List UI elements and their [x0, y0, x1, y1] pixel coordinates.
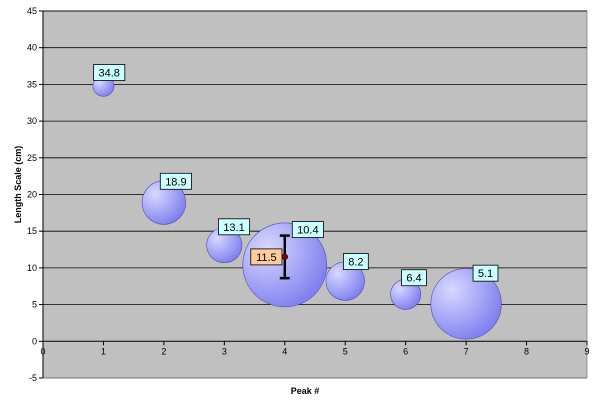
data-labels: 34.8 18.9 13.1 10.4 8.2 6.4 5.1 — [93, 64, 499, 287]
data-label-text: 13.1 — [223, 222, 244, 234]
y-tick-label: 5 — [32, 300, 37, 310]
y-axis-title: Length Scale (cm) — [13, 146, 23, 224]
y-tick-label: 10 — [27, 263, 37, 273]
data-label-box — [291, 221, 324, 238]
mean-marker-group: 11.5 — [250, 234, 290, 280]
data-label: 13.1 — [218, 218, 251, 236]
data-label-box — [472, 264, 499, 282]
data-label: 6.4 — [401, 269, 427, 287]
data-label: 5.1 — [472, 264, 499, 282]
x-axis-title: Peak # — [291, 386, 320, 396]
y-tick-label: 45 — [27, 6, 37, 16]
data-label: 18.9 — [159, 172, 192, 190]
x-tick-label: 2 — [161, 346, 166, 356]
data-label-box — [93, 64, 126, 81]
y-tick-label: 40 — [27, 43, 37, 53]
data-label-box — [342, 253, 369, 270]
data-label-text: 8.2 — [348, 257, 363, 269]
x-tick-label: 3 — [222, 346, 227, 356]
data-label-text: 5.1 — [478, 268, 493, 280]
x-tick-label: 4 — [282, 346, 287, 356]
data-label-text: 10.4 — [297, 225, 318, 237]
mean-label: 11.5 — [250, 248, 283, 266]
data-label-box — [218, 218, 251, 236]
y-tick-label: -5 — [29, 373, 37, 383]
data-label-text: 6.4 — [406, 273, 421, 285]
y-tick-label: 0 — [32, 336, 37, 346]
x-tick-label: 7 — [464, 346, 469, 356]
x-tick-label: 5 — [343, 346, 348, 356]
data-label-box — [159, 172, 192, 190]
x-tick-label: 9 — [584, 346, 589, 356]
x-tick-label: 0 — [40, 346, 45, 356]
y-tick-label: 15 — [27, 226, 37, 236]
data-label: 10.4 — [291, 221, 324, 238]
x-tick-label: 8 — [524, 346, 529, 356]
bubble — [430, 268, 502, 340]
mean-label-text: 11.5 — [256, 252, 277, 264]
data-label: 34.8 — [93, 64, 126, 81]
x-tick-label: 6 — [403, 346, 408, 356]
y-tick-label: 20 — [27, 190, 37, 200]
y-tick-label: 35 — [27, 79, 37, 89]
mean-marker — [281, 253, 289, 261]
x-tick-label: 1 — [101, 346, 106, 356]
data-label: 8.2 — [342, 253, 369, 270]
y-tick-label: 25 — [27, 153, 37, 163]
axes — [39, 10, 588, 379]
data-label-text: 34.8 — [99, 68, 120, 80]
data-label-box — [401, 269, 427, 287]
mean-label-box — [250, 248, 283, 266]
y-tick-label: 30 — [27, 116, 37, 126]
data-label-text: 18.9 — [165, 176, 186, 188]
